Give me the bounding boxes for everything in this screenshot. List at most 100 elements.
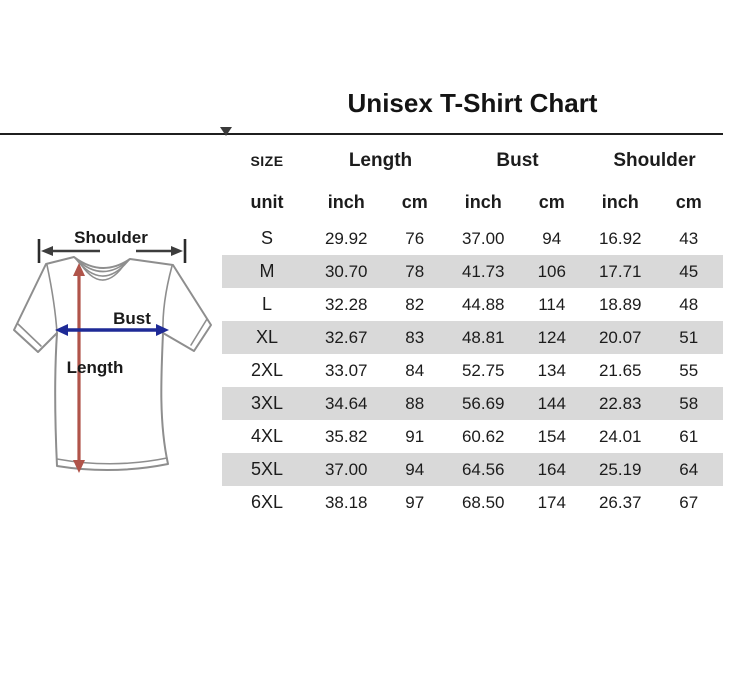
value-cell: 61 (679, 426, 699, 446)
value-cell: 41.73 (461, 261, 505, 281)
size-row-2XL: 2XL 33.07 84 52.75 134 21.65 55 (222, 354, 723, 387)
value-cell: 30.70 (324, 261, 368, 281)
value-cell: 20.07 (598, 327, 642, 347)
unit-header-row: unit inch cm inch cm inch cm (222, 182, 723, 222)
unit-header: inch (601, 191, 639, 212)
title-divider (0, 133, 723, 135)
value-cell: 114 (538, 294, 566, 314)
collar-rib-line (77, 259, 127, 281)
unit-header: cm (538, 191, 565, 212)
hem-line (56, 457, 168, 465)
value-cell: 38.18 (324, 492, 368, 512)
value-cell: 48.81 (461, 327, 505, 347)
size-cell: 5XL (250, 459, 284, 479)
value-cell: 60.62 (461, 426, 505, 446)
length-arrowhead-top (73, 263, 85, 276)
value-cell: 82 (405, 294, 425, 314)
value-cell: 106 (537, 261, 566, 281)
tshirt-measurement-diagram: Shoulder Bust Length (13, 228, 212, 473)
value-cell: 134 (537, 360, 566, 380)
column-group-header: SIZE (250, 153, 284, 169)
size-row-5XL: 5XL 37.00 94 64.56 164 25.19 64 (222, 453, 723, 486)
value-cell: 84 (405, 360, 425, 380)
size-cell: L (261, 294, 272, 314)
value-cell: 21.65 (598, 360, 642, 380)
right-cuff-line (190, 318, 208, 346)
value-cell: 48 (679, 294, 699, 314)
size-row-M: M 30.70 78 41.73 106 17.71 45 (222, 255, 723, 288)
value-cell: 43 (679, 228, 699, 248)
cursor-arrow-icon (220, 127, 232, 136)
value-cell: 25.19 (598, 459, 642, 479)
column-group-header: Bust (496, 150, 539, 171)
shoulder-arrowhead (171, 246, 183, 256)
value-cell: 164 (537, 459, 566, 479)
value-cell: 32.67 (324, 327, 368, 347)
value-cell: 91 (405, 426, 425, 446)
value-cell: 67 (679, 492, 699, 512)
value-cell: 64.56 (461, 459, 505, 479)
value-cell: 68.50 (461, 492, 505, 512)
tshirt-outline (13, 256, 212, 472)
value-cell: 51 (679, 327, 699, 347)
value-cell: 26.37 (598, 492, 642, 512)
size-cell: 2XL (250, 360, 284, 380)
value-cell: 17.71 (598, 261, 642, 281)
size-row-6XL: 6XL 38.18 97 68.50 174 26.37 67 (222, 486, 723, 519)
unit-label: unit (250, 191, 284, 212)
value-cell: 174 (537, 492, 566, 512)
value-cell: 22.83 (598, 393, 642, 413)
size-table: SIZE Length Bust Shoulder unit inch cm inch cm in… (222, 140, 723, 519)
value-cell: 83 (405, 327, 425, 347)
length-measure (73, 263, 85, 473)
size-row-S: S 29.92 76 37.00 94 16.92 43 (222, 222, 723, 255)
bust-arrowhead-right (156, 324, 169, 336)
size-cell: XL (255, 327, 279, 347)
size-cell: 3XL (250, 393, 284, 413)
value-cell: 37.00 (324, 459, 368, 479)
length-arrowhead-bottom (73, 460, 85, 473)
value-cell: 94 (542, 228, 562, 248)
length-label: Length (67, 358, 124, 377)
left-sleeve-seam (46, 264, 58, 334)
value-cell: 18.89 (598, 294, 642, 314)
value-cell: 29.92 (324, 228, 368, 248)
value-cell: 33.07 (324, 360, 368, 380)
value-cell: 45 (679, 261, 699, 281)
value-cell: 52.75 (461, 360, 505, 380)
left-cuff-line (17, 323, 42, 347)
value-cell: 44.88 (461, 294, 505, 314)
value-cell: 154 (537, 426, 566, 446)
size-cell: M (259, 261, 275, 281)
column-group-header: Shoulder (613, 150, 696, 171)
bust-arrowhead-left (55, 324, 68, 336)
size-cell: 6XL (250, 492, 284, 512)
value-cell: 56.69 (461, 393, 505, 413)
value-cell: 94 (405, 459, 425, 479)
shoulder-measure: Shoulder (37, 228, 187, 263)
column-group-header: Length (348, 150, 413, 171)
page-title: Unisex T-Shirt Chart (347, 88, 598, 118)
bust-label: Bust (113, 309, 151, 328)
value-cell: 78 (405, 261, 425, 281)
value-cell: 35.82 (324, 426, 368, 446)
size-row-3XL: 3XL 34.64 88 56.69 144 22.83 58 (222, 387, 723, 420)
value-cell: 24.01 (598, 426, 642, 446)
unit-header: cm (401, 191, 428, 212)
size-row-XL: XL 32.67 83 48.81 124 20.07 51 (222, 321, 723, 354)
value-cell: 58 (679, 393, 699, 413)
value-cell: 16.92 (598, 228, 642, 248)
unit-header: cm (675, 191, 702, 212)
value-cell: 124 (537, 327, 566, 347)
value-cell: 34.64 (324, 393, 368, 413)
size-cell: 4XL (250, 426, 284, 446)
bust-measure: Bust (55, 309, 169, 336)
size-row-L: L 32.28 82 44.88 114 18.89 48 (222, 288, 723, 321)
value-cell: 55 (679, 360, 699, 380)
size-row-4XL: 4XL 35.82 91 60.62 154 24.01 61 (222, 420, 723, 453)
shoulder-arrowhead (41, 246, 53, 256)
value-cell: 64 (679, 459, 699, 479)
unit-header: inch (327, 191, 365, 212)
size-cell: S (260, 228, 273, 248)
